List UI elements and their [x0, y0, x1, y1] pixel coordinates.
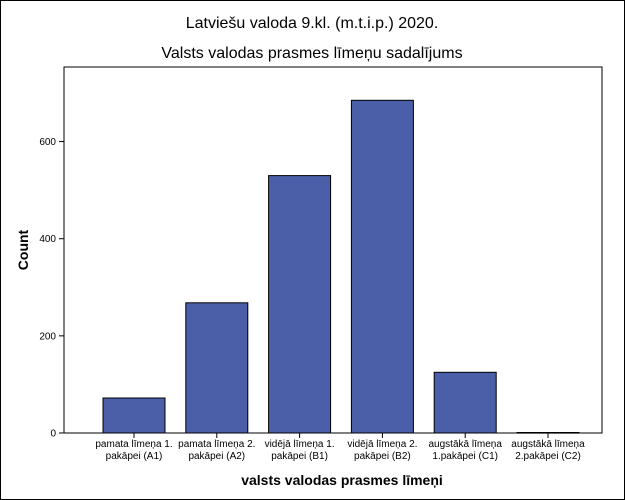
- y-tick-label-1: 200: [39, 331, 56, 342]
- x-tick-label-5-0: augstākā līmeņa: [511, 439, 585, 450]
- x-tick-label-2-0: vidējā līmeņa 1.: [265, 439, 335, 450]
- bar-3: [350, 99, 414, 434]
- bar-4: [433, 371, 497, 434]
- bar-1: [185, 302, 249, 434]
- x-axis: pamata līmeņa 1.pakāpei (A1) pamata līmeņ…: [95, 433, 585, 462]
- y-tick-label-2: 400: [39, 234, 56, 245]
- x-tick-label-4-1: 1.pakāpei (C1): [432, 451, 498, 462]
- y-tick-label-3: 600: [39, 137, 56, 148]
- chart-title: Latviešu valoda 9.kl. (m.t.i.p.) 2020.: [186, 15, 439, 32]
- x-tick-label-0-1: pakāpei (A1): [106, 451, 163, 462]
- x-tick-label-0-0: pamata līmeņa 1.: [95, 439, 172, 450]
- x-tick-label-1-0: pamata līmeņa 2.: [178, 439, 255, 450]
- bar-0: [102, 397, 166, 434]
- bars-group: [102, 99, 580, 434]
- y-tick-label-0: 0: [50, 429, 56, 440]
- x-tick-label-5-1: 2.pakāpei (C2): [515, 451, 581, 462]
- bar-2: [268, 175, 332, 434]
- x-axis-title: valsts valodas prasmes līmeņi: [241, 472, 443, 488]
- y-axis: 0 200 400 600: [39, 137, 64, 440]
- x-tick-label-4-0: augstākā līmeņa: [429, 439, 503, 450]
- x-tick-label-1-1: pakāpei (A2): [188, 451, 245, 462]
- y-axis-title: Count: [15, 229, 31, 270]
- x-tick-label-2-1: pakāpei (B1): [271, 451, 328, 462]
- plot-area: [63, 66, 603, 434]
- x-tick-label-3-1: pakāpei (B2): [354, 451, 411, 462]
- chart-subtitle: Valsts valodas prasmes līmeņu sadalījums: [161, 45, 462, 62]
- x-tick-label-3-0: vidējā līmeņa 2.: [347, 439, 417, 450]
